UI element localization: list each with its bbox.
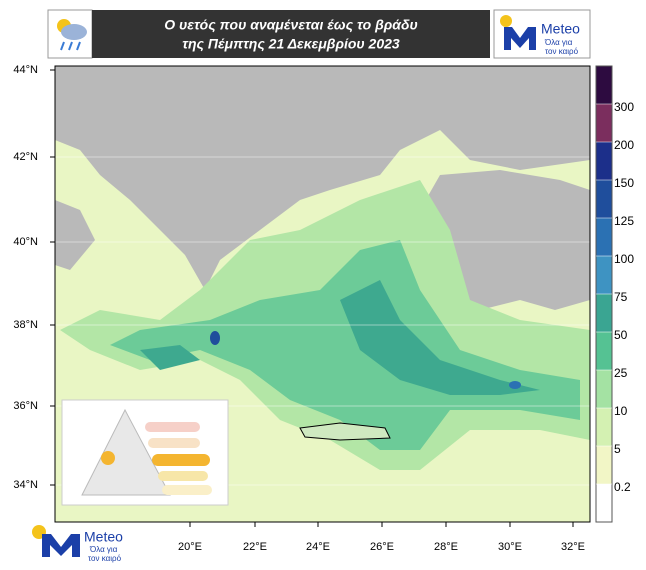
longitude-label: 20°E [178, 541, 202, 553]
colorbar-label: 200 [614, 138, 634, 152]
logo-mark [32, 525, 80, 557]
logo-tagline: Όλα για [544, 38, 573, 47]
longitude-label: 26°E [370, 541, 394, 553]
logo-tagline: τον καιρό [88, 554, 122, 563]
colorbar-segment [596, 180, 612, 218]
colorbar-label: 125 [614, 214, 634, 228]
colorbar-segment [596, 142, 612, 180]
longitude-label: 32°E [561, 541, 585, 553]
colorbar-segment [596, 370, 612, 408]
logo-name: Meteo [541, 21, 580, 37]
title-line: της Πέμπτης 21 Δεκεμβρίου 2023 [182, 36, 400, 52]
colorbar-label: 25 [614, 366, 628, 380]
colorbar-segment [596, 446, 612, 484]
title-box [92, 10, 490, 58]
colorbar-label: 5 [614, 442, 621, 456]
weather-icon [57, 19, 87, 51]
latitude-label: 34°N [13, 479, 38, 491]
map-gridlines [55, 156, 590, 486]
colorbar-segment [596, 484, 612, 522]
colorbar-segment [596, 104, 612, 142]
latitude-label: 40°N [13, 236, 38, 248]
longitude-label: 30°E [498, 541, 522, 553]
longitude-label: 22°E [243, 541, 267, 553]
colorbar-label: 75 [614, 290, 628, 304]
colorbar-label: 50 [614, 328, 628, 342]
latitude-label: 42°N [13, 151, 38, 163]
title-line: Ο υετός που αναμένεται έως το βράδυ [164, 17, 418, 33]
colorbar-segment [596, 218, 612, 256]
colorbar-segment [596, 66, 612, 104]
colorbar-segment [596, 294, 612, 332]
logo-name: Meteo [84, 529, 123, 545]
crete-outline [299, 422, 391, 441]
colorbar-label: 100 [614, 252, 634, 266]
colorbar-segment [596, 332, 612, 370]
latitude-label: 44°N [13, 64, 38, 76]
risk-pyramid-inset [61, 399, 229, 506]
map-frame [54, 65, 591, 523]
colorbar-label: 300 [614, 100, 634, 114]
colorbar-segment [596, 408, 612, 446]
logo-mark [500, 15, 536, 50]
longitude-label: 28°E [434, 541, 458, 553]
latitude-label: 36°N [13, 400, 38, 412]
logo-tagline: Όλα για [89, 545, 118, 554]
logo-tagline: τον καιρό [545, 47, 579, 56]
longitude-label: 24°E [306, 541, 330, 553]
latitude-label: 38°N [13, 319, 38, 331]
colorbar-segment [596, 256, 612, 294]
colorbar-label: 0.2 [614, 480, 631, 494]
colorbar-label: 150 [614, 176, 634, 190]
colorbar-label: 10 [614, 404, 628, 418]
